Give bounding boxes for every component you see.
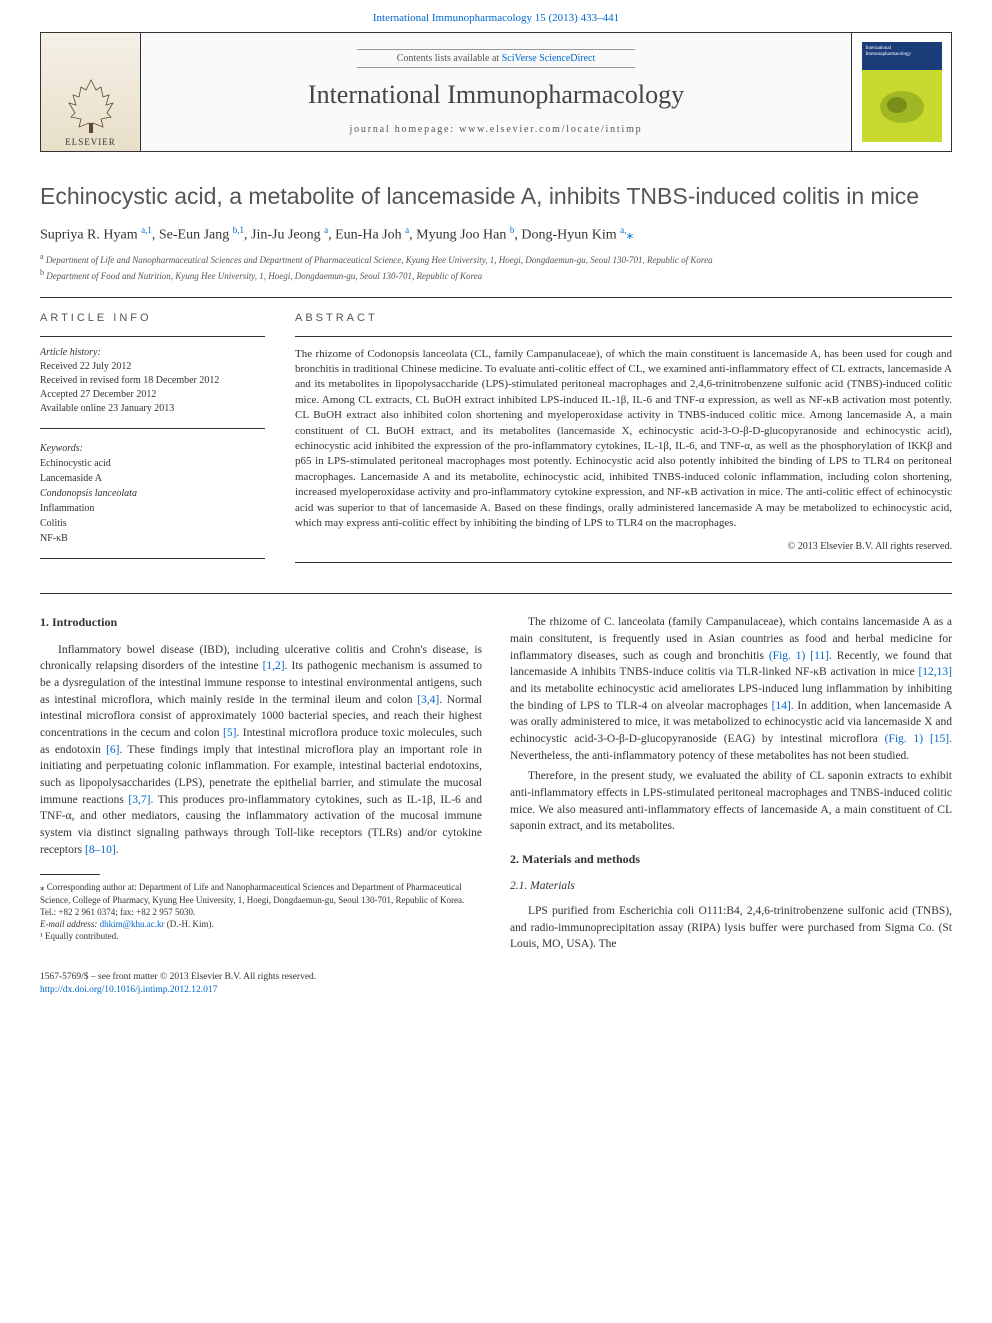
section-intro-heading: 1. Introduction [40, 614, 482, 631]
history-line: Received in revised form 18 December 201… [40, 374, 265, 388]
keyword: Echinocystic acid [40, 456, 265, 471]
mm-paragraph-1: LPS purified from Escherichia coli O111:… [510, 903, 952, 953]
history-line: Received 22 July 2012 [40, 360, 265, 374]
affiliations: a Department of Life and Nanopharmaceuti… [40, 251, 952, 282]
body-columns: 1. Introduction Inflammatory bowel disea… [40, 614, 952, 957]
cover-thumb-title: International Immunopharmacology [862, 42, 942, 61]
article-title: Echinocystic acid, a metabolite of lance… [40, 182, 952, 211]
right-column: The rhizome of C. lanceolata (family Cam… [510, 614, 952, 957]
footnote-equal-contrib: ¹ Equally contributed. [40, 930, 482, 942]
divider-top [40, 297, 952, 298]
article-info: ARTICLE INFO Article history: Received 2… [40, 312, 265, 574]
info-abstract-row: ARTICLE INFO Article history: Received 2… [40, 312, 952, 574]
journal-homepage: journal homepage: www.elsevier.com/locat… [350, 124, 643, 135]
header-citation: International Immunopharmacology 15 (201… [0, 0, 992, 32]
history-line: Available online 23 January 2013 [40, 402, 265, 416]
email-link[interactable]: dhkim@khu.ac.kr [100, 919, 165, 929]
cover-art-icon [877, 87, 927, 127]
contents-lists-line: Contents lists available at SciVerse Sci… [357, 49, 636, 68]
doi-link[interactable]: http://dx.doi.org/10.1016/j.intimp.2012.… [40, 985, 217, 995]
keyword: NF-κB [40, 531, 265, 546]
abstract-text: The rhizome of Codonopsis lanceolata (CL… [295, 347, 952, 532]
abstract-divider-bottom [295, 562, 952, 563]
history-line: Accepted 27 December 2012 [40, 388, 265, 402]
section-mm-heading: 2. Materials and methods [510, 851, 952, 868]
sciencedirect-link[interactable]: SciVerse ScienceDirect [502, 53, 596, 64]
footnote-email: E-mail address: dhkim@khu.ac.kr (D.-H. K… [40, 918, 482, 930]
abstract-label: ABSTRACT [295, 312, 952, 324]
intro-paragraph-3: Therefore, in the present study, we eval… [510, 768, 952, 835]
front-matter-line: 1567-5769/$ – see front matter © 2013 El… [40, 971, 952, 984]
history-block: Received 22 July 2012Received in revised… [40, 360, 265, 416]
affiliation-line: b Department of Food and Nutrition, Kyun… [40, 267, 952, 283]
keywords-label: Keywords: [40, 443, 265, 454]
abstract-copyright: © 2013 Elsevier B.V. All rights reserved… [295, 541, 952, 552]
article-info-label: ARTICLE INFO [40, 312, 265, 324]
keywords-block: Echinocystic acidLancemaside ACondonopsi… [40, 456, 265, 546]
affiliation-line: a Department of Life and Nanopharmaceuti… [40, 251, 952, 267]
abstract-divider [295, 336, 952, 337]
footnote-corresponding: ⁎ Corresponding author at: Department of… [40, 881, 482, 917]
keyword: Inflammation [40, 501, 265, 516]
journal-cover-thumb: International Immunopharmacology [862, 42, 942, 142]
info-divider-3 [40, 558, 265, 559]
journal-banner: ELSEVIER Contents lists available at Sci… [40, 32, 952, 152]
subsection-materials: 2.1. Materials [510, 878, 952, 895]
cover-cell: International Immunopharmacology [851, 33, 951, 151]
publisher-logo-cell: ELSEVIER [41, 33, 141, 151]
tree-icon [61, 75, 121, 135]
intro-paragraph-1: Inflammatory bowel disease (IBD), includ… [40, 642, 482, 859]
citation-link[interactable]: International Immunopharmacology 15 (201… [373, 12, 619, 24]
keyword: Condonopsis lanceolata [40, 486, 265, 501]
left-column: 1. Introduction Inflammatory bowel disea… [40, 614, 482, 957]
info-divider-2 [40, 428, 265, 429]
journal-name: International Immunopharmacology [308, 80, 684, 110]
email-label: E-mail address: [40, 919, 100, 929]
publisher-name: ELSEVIER [65, 137, 116, 147]
footnote-separator [40, 874, 100, 875]
contents-prefix: Contents lists available at [397, 53, 502, 64]
elsevier-logo: ELSEVIER [56, 57, 126, 147]
keyword: Lancemaside A [40, 471, 265, 486]
footer: 1567-5769/$ – see front matter © 2013 El… [40, 971, 952, 998]
author-list: Supriya R. Hyam a,1, Se-Eun Jang b,1, Ji… [40, 225, 952, 244]
abstract: ABSTRACT The rhizome of Codonopsis lance… [295, 312, 952, 574]
divider-mid [40, 593, 952, 594]
email-suffix: (D.-H. Kim). [164, 919, 213, 929]
keyword: Colitis [40, 516, 265, 531]
intro-paragraph-2: The rhizome of C. lanceolata (family Cam… [510, 614, 952, 764]
history-label: Article history: [40, 347, 265, 358]
banner-center: Contents lists available at SciVerse Sci… [141, 33, 851, 151]
info-divider [40, 336, 265, 337]
